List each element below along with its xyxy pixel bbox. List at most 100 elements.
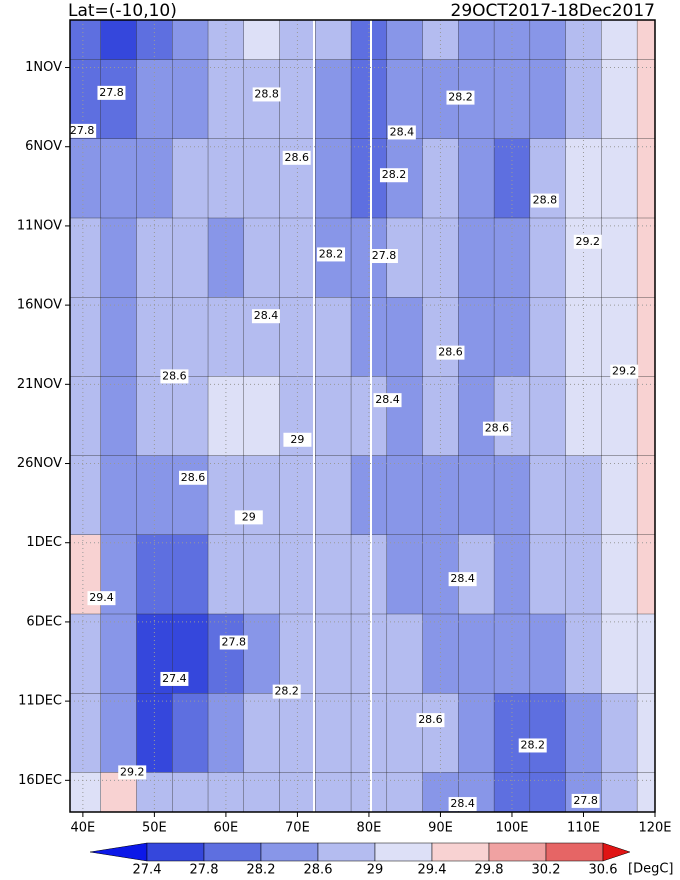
- cell: [136, 59, 173, 140]
- cell: [279, 613, 316, 694]
- cell: [458, 217, 495, 298]
- cell: [100, 138, 138, 219]
- x-tick-label: 110E: [567, 821, 600, 836]
- y-tick-label: 11DEC: [18, 694, 62, 709]
- cell: [529, 297, 567, 378]
- cell: [636, 376, 655, 457]
- y-tick-label: 1NOV: [25, 60, 62, 75]
- contour-label: 27.8: [573, 794, 598, 807]
- cell: [70, 455, 102, 536]
- cell: [386, 376, 424, 457]
- contour-label: 29.2: [612, 365, 637, 378]
- cell: [70, 693, 102, 774]
- cell: [529, 20, 567, 61]
- cell: [100, 693, 138, 774]
- contour-label-bg: [416, 713, 445, 728]
- contour-label: 27.8: [70, 124, 95, 137]
- cell: [207, 297, 245, 378]
- contour-label-bg: [387, 125, 416, 140]
- cell: [315, 534, 352, 615]
- cell: [136, 534, 173, 615]
- contour-label: 28.2: [448, 91, 473, 104]
- cell: [100, 455, 138, 536]
- cell: [207, 534, 245, 615]
- colorbar-label: 29: [367, 863, 384, 878]
- contour-label: 28.4: [450, 797, 475, 810]
- x-tick-label: 80E: [357, 821, 382, 836]
- cell: [493, 613, 531, 694]
- cell: [172, 376, 209, 457]
- cell: [315, 693, 352, 774]
- cell: [136, 217, 173, 298]
- cell: [601, 376, 638, 457]
- cell: [458, 613, 495, 694]
- cell: [529, 217, 567, 298]
- cell: [493, 217, 531, 298]
- cell: [565, 693, 603, 774]
- cell: [315, 613, 352, 694]
- cell: [100, 297, 138, 378]
- colorbar-end: [89, 842, 148, 862]
- cell: [172, 59, 209, 140]
- cell: [279, 20, 316, 61]
- cell: [458, 138, 495, 219]
- cell: [565, 59, 603, 140]
- contour-label: 29: [242, 510, 256, 523]
- cell: [636, 217, 655, 298]
- cell: [422, 217, 460, 298]
- contour-label: 28.6: [438, 346, 463, 359]
- colorbar-label: 29.4: [418, 863, 447, 878]
- cell: [70, 217, 102, 298]
- contour-label: 27.8: [222, 636, 247, 649]
- y-tick-label: 11NOV: [17, 218, 62, 233]
- contour-label-bg: [219, 635, 248, 650]
- cell: [70, 297, 102, 378]
- cell: [350, 59, 388, 140]
- cell: [422, 138, 460, 219]
- cell: [172, 138, 209, 219]
- cell: [350, 297, 388, 378]
- contour-label-bg: [436, 345, 465, 360]
- cell: [458, 455, 495, 536]
- contour-label-bg: [571, 793, 600, 808]
- cell: [70, 20, 102, 61]
- contour-label-bg: [573, 234, 602, 249]
- x-tick-label: 70E: [285, 821, 310, 836]
- contour-label-bg: [251, 309, 280, 324]
- y-tick-label: 26NOV: [17, 456, 62, 471]
- contour-label-bg: [518, 738, 547, 753]
- contour-label-bg: [87, 591, 116, 606]
- cell: [350, 20, 388, 61]
- contour-label: 29.4: [89, 591, 114, 604]
- contour-label: 28.2: [382, 168, 407, 181]
- y-tick-label: 6NOV: [25, 139, 62, 154]
- contour-label-bg: [283, 432, 312, 447]
- contour-label-bg: [234, 510, 263, 525]
- contour-label-bg: [97, 85, 126, 100]
- contour-label-bg: [369, 249, 398, 264]
- cell: [172, 534, 209, 615]
- cell: [350, 534, 388, 615]
- cell: [493, 693, 531, 774]
- cell: [100, 20, 138, 61]
- colorbar-unit: [DegC]: [628, 862, 673, 877]
- y-tick-label: 21NOV: [17, 377, 62, 392]
- y-tick-label: 6DEC: [26, 614, 62, 629]
- cell: [601, 297, 638, 378]
- cell: [386, 297, 424, 378]
- cell: [529, 376, 567, 457]
- contour-label: 29.2: [120, 765, 145, 778]
- cell: [458, 693, 495, 774]
- chart-subtitle: 29OCT2017-18Dec2017: [451, 1, 655, 21]
- cell: [529, 59, 567, 140]
- cell: [493, 297, 531, 378]
- cell: [279, 217, 316, 298]
- cell: [493, 455, 531, 536]
- cell: [207, 693, 245, 774]
- contour-label-bg: [317, 247, 346, 262]
- cell: [207, 59, 245, 140]
- contour-label-bg: [160, 671, 189, 686]
- cell: [529, 613, 567, 694]
- x-tick-label: 50E: [142, 821, 167, 836]
- cell: [601, 613, 638, 694]
